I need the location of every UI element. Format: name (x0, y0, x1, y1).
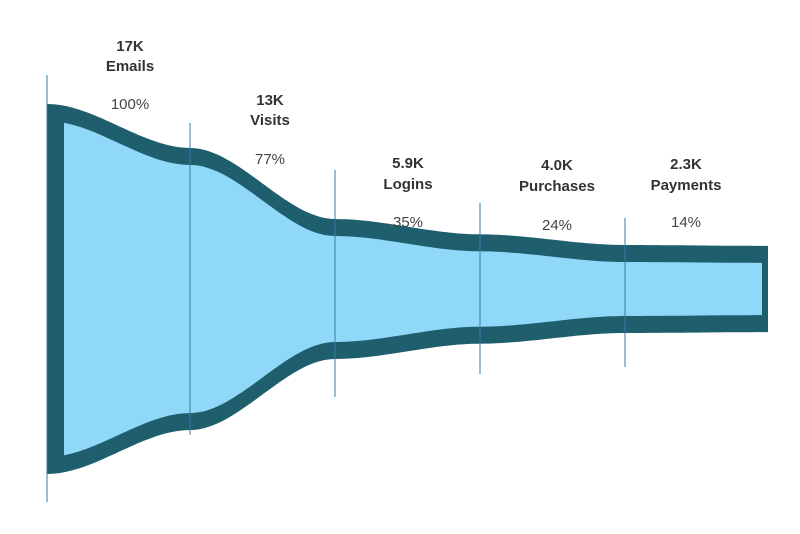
stage-percent-label: 77% (255, 151, 285, 168)
stage-labels: 17K Emails 100% 13K Visits 77% 5.9K Logins 35% 4.… (106, 38, 722, 234)
stage-dividers (46, 75, 626, 502)
stage-value-label: 13K (256, 92, 284, 109)
stage-name-label: Visits (250, 112, 290, 129)
stage-percent-label: 24% (542, 217, 572, 234)
stage-name-label: Payments (651, 177, 722, 194)
stage-name-label: Purchases (519, 178, 595, 195)
stage-value-label: 2.3K (670, 156, 702, 173)
stage-percent-label: 35% (393, 214, 423, 231)
stage-value-label: 17K (116, 38, 144, 55)
funnel-body (64, 122, 762, 456)
stage-percent-label: 14% (671, 214, 701, 231)
stage-name-label: Logins (383, 176, 432, 193)
stage-name-label: Emails (106, 58, 154, 75)
stage-percent-label: 100% (111, 96, 149, 113)
stage-value-label: 4.0K (541, 157, 573, 174)
stage-value-label: 5.9K (392, 155, 424, 172)
